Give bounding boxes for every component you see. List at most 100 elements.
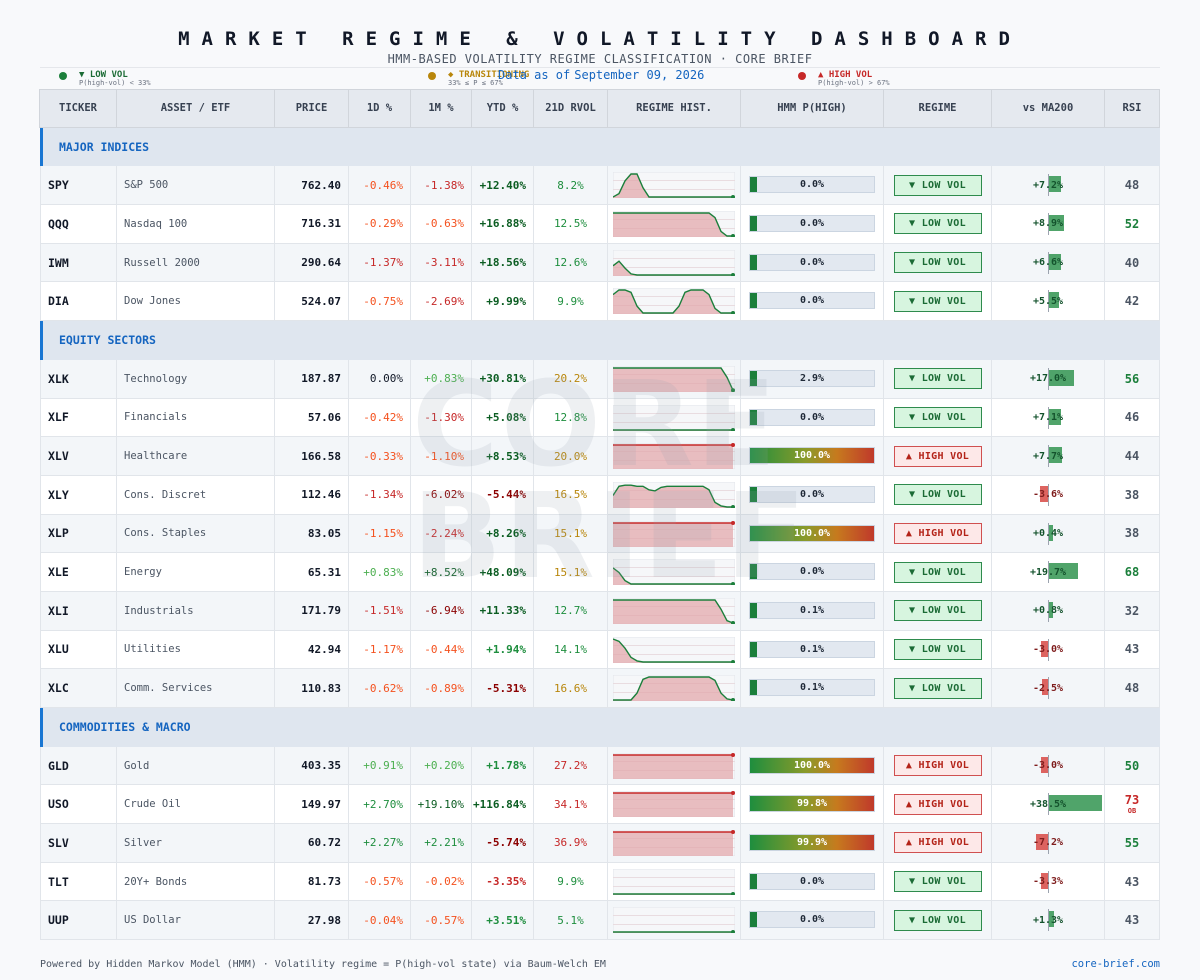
ticker-cell[interactable]: XLE [40,553,117,592]
ticker-cell[interactable]: XLV [40,437,117,476]
column-header[interactable]: RSI [1104,89,1160,128]
asset-name-cell: Nasdaq 100 [117,205,275,244]
ma200-zero-line [1048,677,1049,700]
column-header[interactable]: PRICE [274,89,349,128]
ticker-cell[interactable]: XLI [40,591,117,631]
regime-badge[interactable]: ▼ LOW VOL [893,484,982,506]
regime-badge[interactable]: ▼ LOW VOL [893,368,982,390]
ma200-bar [1049,795,1103,812]
price-cell: 65.31 [275,553,349,592]
regime-badge[interactable]: ▼ LOW VOL [893,406,982,428]
footer-link[interactable]: core-brief.com [1071,958,1160,970]
column-header[interactable]: HMM P(HIGH) [740,89,884,128]
regime-badge[interactable]: ▼ LOW VOL [893,213,982,235]
transition-dot-icon [428,72,436,80]
regime-history-cell [608,475,741,515]
regime-cell: ▲ HIGH VOL [884,824,992,863]
ticker-cell[interactable]: SPY [40,166,117,206]
regime-history-cell [608,398,741,438]
regime-badge[interactable]: ▼ LOW VOL [893,252,982,274]
hmm-probability-value: 0.0% [799,488,825,500]
hmm-probability-bar: 100.0% [749,447,875,465]
regime-badge[interactable]: ▲ HIGH VOL [893,832,982,854]
ma200-bar [1049,524,1053,541]
column-header[interactable]: YTD % [471,89,534,128]
hmm-probability-bar: 0.1% [749,679,875,697]
regime-badge[interactable]: ▼ LOW VOL [893,871,982,893]
regime-badge[interactable]: ▲ HIGH VOL [893,755,982,777]
regime-history-sparkline [613,907,735,934]
ma200-value: +0.4% [1032,527,1064,539]
column-header[interactable]: 21D RVOL [533,89,608,128]
sparkline-end-dot [731,504,735,508]
ticker-cell[interactable]: XLP [40,514,117,554]
column-header[interactable]: 1M % [410,89,472,128]
ma200-zero-line [1048,367,1049,390]
column-header[interactable]: ASSET / ETF [116,89,275,128]
hmm-probability-cell: 0.1% [741,591,884,631]
change-1d-cell: -0.33% [349,437,411,476]
legend-label: ◆ TRANSITIONING [448,70,530,80]
ma200-zero-line [1048,174,1049,197]
ticker-cell[interactable]: UUP [40,901,117,941]
change-1m-cell: +0.83% [411,359,472,399]
change-ytd-cell: +30.81% [472,359,534,399]
column-header[interactable]: REGIME HIST. [607,89,741,128]
regime-badge[interactable]: ▼ LOW VOL [893,290,982,312]
ticker-cell[interactable]: XLK [40,359,117,399]
ticker-cell[interactable]: DIA [40,282,117,322]
regime-badge[interactable]: ▲ HIGH VOL [893,522,982,544]
ticker-cell[interactable]: XLY [40,475,117,515]
hmm-probability-value: 0.0% [799,218,825,230]
ticker-cell[interactable]: QQQ [40,205,117,244]
rvol-21d-cell: 9.9% [534,282,608,322]
asset-name-cell: Comm. Services [117,669,275,708]
regime-badge[interactable]: ▼ LOW VOL [893,909,982,931]
change-ytd-cell: -5.44% [472,475,534,515]
vs-ma200-cell: +7.1% [992,398,1105,438]
column-header[interactable]: 1D % [348,89,411,128]
column-header[interactable]: REGIME [883,89,992,128]
rsi-value: 73 [1124,793,1140,808]
hmm-probability-value: 0.1% [799,643,825,655]
regime-badge[interactable]: ▼ LOW VOL [893,174,982,196]
rsi-value: 48 [1124,178,1140,193]
regime-badge[interactable]: ▼ LOW VOL [893,561,982,583]
regime-badge[interactable]: ▼ LOW VOL [893,600,982,622]
asset-name-cell: Energy [117,553,275,592]
as-of-label: Data as of [498,68,571,82]
ticker-cell[interactable]: IWM [40,243,117,283]
column-header[interactable]: vs MA200 [991,89,1105,128]
change-ytd-cell: +48.09% [472,553,534,592]
regime-badge[interactable]: ▲ HIGH VOL [893,793,982,815]
price-cell: 57.06 [275,398,349,438]
hmm-low-marker [750,641,757,657]
vs-ma200-cell: +8.9% [992,205,1105,244]
regime-history-sparkline [613,520,735,547]
rvol-21d-cell: 34.1% [534,785,608,825]
ticker-cell[interactable]: USO [40,785,117,825]
ticker-cell[interactable]: XLF [40,398,117,438]
ma200-bar [1035,834,1048,851]
ticker-cell[interactable]: XLU [40,630,117,670]
column-header[interactable]: TICKER [39,89,117,128]
asset-name-cell: S&P 500 [117,166,275,206]
regime-badge[interactable]: ▼ LOW VOL [893,677,982,699]
regime-badge[interactable]: ▲ HIGH VOL [893,445,982,467]
price-cell: 112.46 [275,475,349,515]
ma200-zero-line [1048,754,1049,777]
ticker-cell[interactable]: TLT [40,862,117,902]
sparkline-end-dot [731,427,735,431]
change-1m-cell: +19.10% [411,785,472,825]
price-cell: 42.94 [275,630,349,670]
ticker-cell[interactable]: XLC [40,669,117,708]
sparkline-end-dot [731,891,735,895]
regime-badge[interactable]: ▼ LOW VOL [893,638,982,660]
vs-ma200-cell: +17.0% [992,359,1105,399]
ma200-bar [1040,872,1048,889]
change-ytd-cell: +12.40% [472,166,534,206]
rsi-cell: 46 [1105,398,1160,438]
ticker-cell[interactable]: SLV [40,824,117,863]
regime-cell: ▼ LOW VOL [884,243,992,283]
ticker-cell[interactable]: GLD [40,746,117,786]
